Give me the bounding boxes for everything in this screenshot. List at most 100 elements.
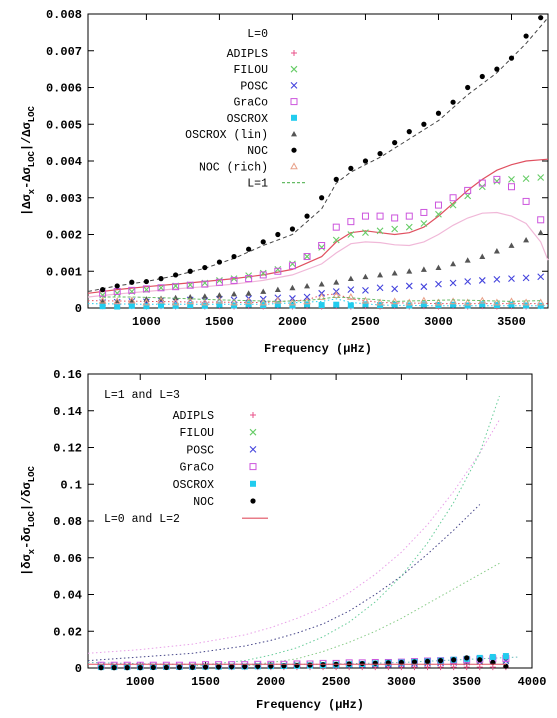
top-noc-rich-point xyxy=(317,292,326,300)
top-oscrox-point xyxy=(216,301,223,308)
top-curves xyxy=(87,17,549,307)
bottom-adipls-point xyxy=(450,664,457,671)
top-filou-point xyxy=(332,236,340,244)
bottom-ylabel-sub: x xyxy=(27,548,37,554)
top-legend-marker xyxy=(290,65,298,73)
top-posc-point xyxy=(347,286,355,294)
top-oscrox-point xyxy=(245,301,252,308)
bottom-adipls-point xyxy=(437,664,444,671)
bottom-noc-point xyxy=(255,663,261,669)
top-legend-label: ADIPLS xyxy=(227,48,269,61)
top-filou-point xyxy=(420,220,428,227)
top-noc-point xyxy=(450,99,456,105)
top-legend-label: POSC xyxy=(240,80,268,93)
bottom-noc-point xyxy=(398,659,405,666)
top-filou-point xyxy=(289,260,296,268)
top-oscrox-lin-point xyxy=(172,294,179,301)
top-oscrox-lin-point xyxy=(435,264,442,270)
top-filou-point xyxy=(405,223,413,231)
bottom-x-tick-label: 4000 xyxy=(518,675,547,689)
bottom-y-tick-label: 0.12 xyxy=(53,442,82,456)
bottom-noc-point xyxy=(294,662,300,669)
top-oscrox-lin-point xyxy=(289,284,296,291)
top-oscrox-point xyxy=(289,302,296,309)
top-x-tick-label: 2000 xyxy=(278,315,307,329)
top-oscrox-point xyxy=(158,302,165,309)
top-oscrox-lin-point xyxy=(260,288,267,294)
top-noc-rich-point xyxy=(230,298,238,306)
top-graco-point xyxy=(186,281,194,289)
top-oscrox-point xyxy=(347,302,354,309)
top-oscrox-point xyxy=(420,301,427,308)
top-legend-marker xyxy=(291,114,297,121)
top-oscrox-lin-point xyxy=(479,253,486,259)
bottom-adipls-point xyxy=(411,664,418,671)
top-filou-point xyxy=(478,183,486,191)
top-ylabel-part: |/Δσ xyxy=(20,121,34,151)
top-filou-point xyxy=(186,281,194,289)
bottom-legend-title: L=1 and L=3 xyxy=(104,389,180,402)
bottom-legend-label: ADIPLS xyxy=(173,410,215,423)
bottom-noc-point xyxy=(268,663,274,669)
bottom-noc-point xyxy=(242,663,248,670)
top-posc-point xyxy=(537,273,545,281)
top-filou-point xyxy=(508,175,515,183)
top-oscrox-lin-point xyxy=(508,242,515,248)
top-noc-point xyxy=(362,158,369,164)
top-legend-label: NOC xyxy=(247,145,268,158)
top-posc-point xyxy=(478,277,486,284)
top-filou-point xyxy=(274,266,282,273)
bottom-noc-point xyxy=(189,664,196,670)
bottom-marks xyxy=(88,653,510,671)
top-legend-label: GraCo xyxy=(233,97,268,110)
top-noc-rich-point xyxy=(142,298,151,306)
top-posc-point xyxy=(493,275,501,283)
top-graco-point xyxy=(376,212,384,220)
top-noc-point xyxy=(465,84,471,91)
top-noc-rich-point xyxy=(273,296,282,304)
top-filou-point xyxy=(391,225,399,233)
top-oscrox-point xyxy=(406,302,413,309)
top-posc-point xyxy=(420,283,428,291)
top-oscrox-lin-point xyxy=(493,248,500,254)
top-filou-point xyxy=(376,227,384,235)
top-x-tick-label: 1000 xyxy=(132,315,161,329)
top-y-tick-label: 0.006 xyxy=(46,82,82,96)
top-x-tick-label: 1500 xyxy=(205,315,234,329)
top-graco-point xyxy=(420,208,428,216)
bottom-legend-label: L=0 and L=2 xyxy=(104,513,180,526)
top-noc-point xyxy=(406,129,412,135)
bottom-noc-point xyxy=(411,659,418,665)
top-oscrox-point xyxy=(508,301,515,308)
top-noc-point xyxy=(100,287,106,293)
top-model-curve xyxy=(87,17,549,292)
top-oscrox-point xyxy=(450,301,457,308)
top-filou-point xyxy=(464,192,472,200)
bottom-legend-label: OSCROX xyxy=(173,479,215,492)
top-graco-point xyxy=(464,186,472,194)
top-graco-point xyxy=(288,262,296,270)
top-graco-point xyxy=(215,278,223,286)
top-legend-marker xyxy=(291,147,297,153)
bottom-panel: 1000 1500 2000 2500 3000 3500 4000 0 0.02 0.04 0.0… xyxy=(20,368,546,712)
bottom-legend-label: GraCo xyxy=(179,462,214,475)
top-x-axis-label: Frequency (µHz) xyxy=(264,342,372,356)
top-noc-rich-point xyxy=(215,296,224,304)
bottom-adipls-point xyxy=(476,664,483,671)
bottom-noc-point xyxy=(176,664,183,670)
top-filou-point xyxy=(537,174,545,181)
top-graco-point xyxy=(259,271,267,279)
bottom-adipls-point xyxy=(424,664,431,671)
top-noc-point xyxy=(377,151,383,157)
top-graco-point xyxy=(230,276,238,284)
top-posc-point xyxy=(376,284,384,292)
bottom-x-tick-label: 1500 xyxy=(191,675,220,689)
top-graco-point xyxy=(434,201,442,209)
top-oscrox-point xyxy=(391,301,398,308)
top-oscrox-lin-point xyxy=(391,270,398,276)
bottom-x-tick-label: 2000 xyxy=(256,675,285,689)
top-filou-point xyxy=(157,284,165,292)
top-y-tick-label: 0.005 xyxy=(46,118,82,132)
bottom-noc-point xyxy=(229,664,235,670)
